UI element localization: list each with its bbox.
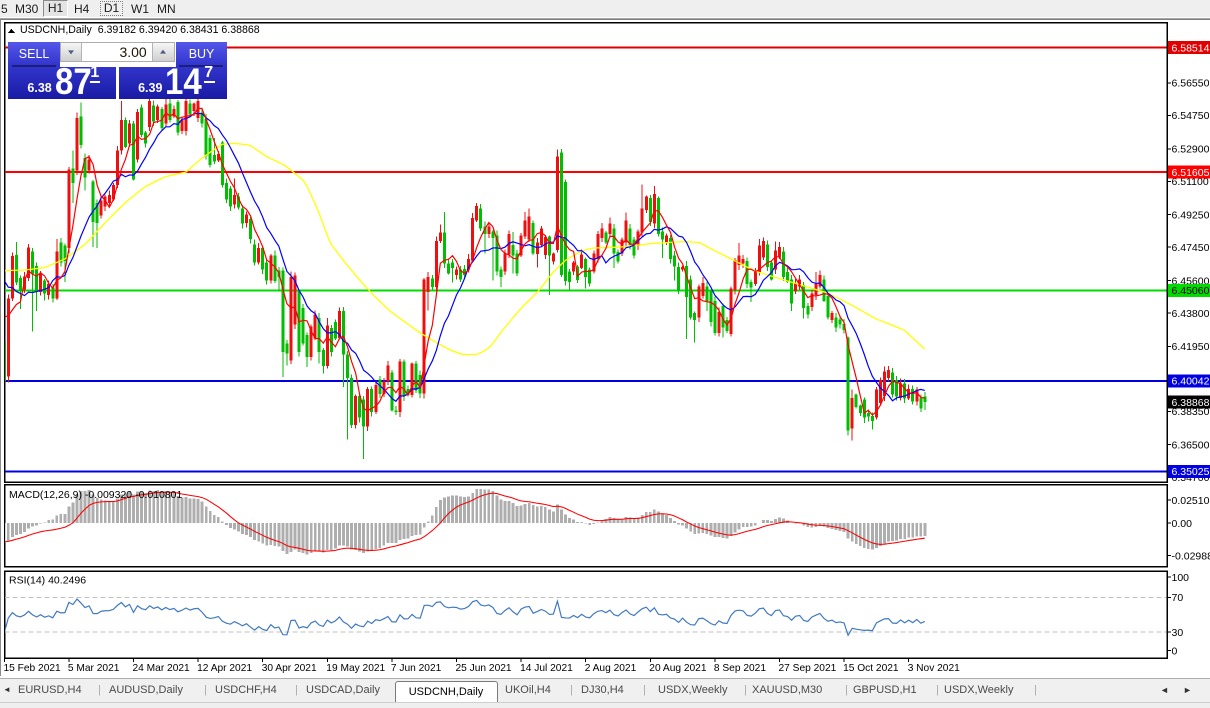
svg-text:0.00: 0.00 (1172, 518, 1193, 530)
svg-text:8 Sep 2021: 8 Sep 2021 (714, 663, 766, 674)
svg-text:12 Apr 2021: 12 Apr 2021 (197, 663, 252, 674)
svg-text:6.45060: 6.45060 (1172, 285, 1210, 297)
svg-text:2 Aug 2021: 2 Aug 2021 (585, 663, 637, 674)
svg-text:25 Jun 2021: 25 Jun 2021 (456, 663, 512, 674)
svg-text:6.35025: 6.35025 (1172, 466, 1210, 478)
svg-text:MACD(12,26,9) -0.009320 -0.010: MACD(12,26,9) -0.009320 -0.010801 (9, 489, 183, 501)
svg-text:6.56550: 6.56550 (1172, 78, 1210, 90)
svg-text:7 Jun 2021: 7 Jun 2021 (391, 663, 442, 674)
svg-text:6.54750: 6.54750 (1172, 110, 1210, 122)
svg-text:30 Apr 2021: 30 Apr 2021 (262, 663, 317, 674)
svg-text:6.52900: 6.52900 (1172, 144, 1210, 156)
svg-text:20 Aug 2021: 20 Aug 2021 (649, 663, 707, 674)
svg-text:5 Mar 2021: 5 Mar 2021 (68, 663, 120, 674)
svg-text:6.41950: 6.41950 (1172, 341, 1210, 353)
svg-text:6.43800: 6.43800 (1172, 308, 1210, 320)
svg-text:14 Jul 2021: 14 Jul 2021 (520, 663, 573, 674)
svg-text:15 Oct 2021: 15 Oct 2021 (843, 663, 899, 674)
svg-text:100: 100 (1172, 572, 1190, 584)
svg-text:30: 30 (1172, 627, 1184, 639)
svg-text:6.40042: 6.40042 (1172, 376, 1210, 388)
svg-text:6.47450: 6.47450 (1172, 242, 1210, 254)
svg-text:RSI(14) 40.2496: RSI(14) 40.2496 (9, 575, 86, 587)
svg-text:0: 0 (1172, 645, 1178, 657)
svg-text:15 Feb 2021: 15 Feb 2021 (4, 663, 62, 674)
svg-text:6.49250: 6.49250 (1172, 209, 1210, 221)
svg-text:70: 70 (1172, 592, 1184, 604)
svg-text:-0.029881: -0.029881 (1172, 550, 1210, 562)
svg-text:6.58514: 6.58514 (1172, 42, 1210, 54)
svg-text:3 Nov 2021: 3 Nov 2021 (908, 663, 960, 674)
svg-text:19 May 2021: 19 May 2021 (326, 663, 385, 674)
svg-text:24 Mar 2021: 24 Mar 2021 (133, 663, 191, 674)
svg-text:6.38868: 6.38868 (1172, 397, 1210, 409)
svg-text:USDCNH,Daily 6.39182 6.39420: USDCNH,Daily 6.39182 6.39420 6.38431 6.3… (20, 24, 260, 36)
svg-text:0.025108: 0.025108 (1172, 495, 1210, 507)
svg-text:6.51605: 6.51605 (1172, 167, 1210, 179)
svg-text:27 Sep 2021: 27 Sep 2021 (779, 663, 837, 674)
svg-text:6.36500: 6.36500 (1172, 440, 1210, 452)
